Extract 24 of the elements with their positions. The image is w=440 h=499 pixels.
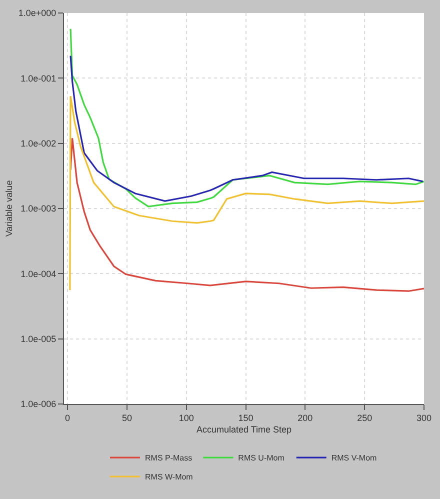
x-tick-label: 50 (122, 412, 132, 423)
line-series (70, 55, 424, 202)
y-tick-label: 1.0e+000 (18, 8, 56, 18)
legend-label: RMS U-Mom (238, 454, 285, 463)
line-series (70, 137, 424, 292)
line-series (70, 28, 424, 208)
y-tick-label: 1.0e-005 (20, 334, 56, 344)
x-tick-label: 100 (178, 412, 194, 423)
line-series (69, 95, 424, 291)
legend-label: RMS V-Mom (331, 454, 378, 463)
x-tick-label: 0 (65, 412, 70, 423)
x-axis-title: Accumulated Time Step (196, 424, 292, 435)
x-tick-label: 250 (357, 412, 372, 423)
y-tick-label: 1.0e-003 (20, 204, 56, 214)
legend-label: RMS P-Mass (145, 454, 192, 463)
y-axis-title: Variable value (4, 180, 14, 237)
x-tick-label: 200 (298, 412, 313, 423)
x-tick-label: 300 (416, 412, 432, 423)
y-tick-label: 1.0e-006 (20, 399, 56, 410)
y-tick-label: 1.0e-001 (20, 73, 56, 84)
x-tick-label: 150 (238, 412, 254, 423)
y-tick-label: 1.0e-002 (20, 138, 56, 148)
y-tick-label: 1.0e-004 (20, 268, 56, 279)
legend-label: RMS W-Mom (145, 472, 194, 482)
